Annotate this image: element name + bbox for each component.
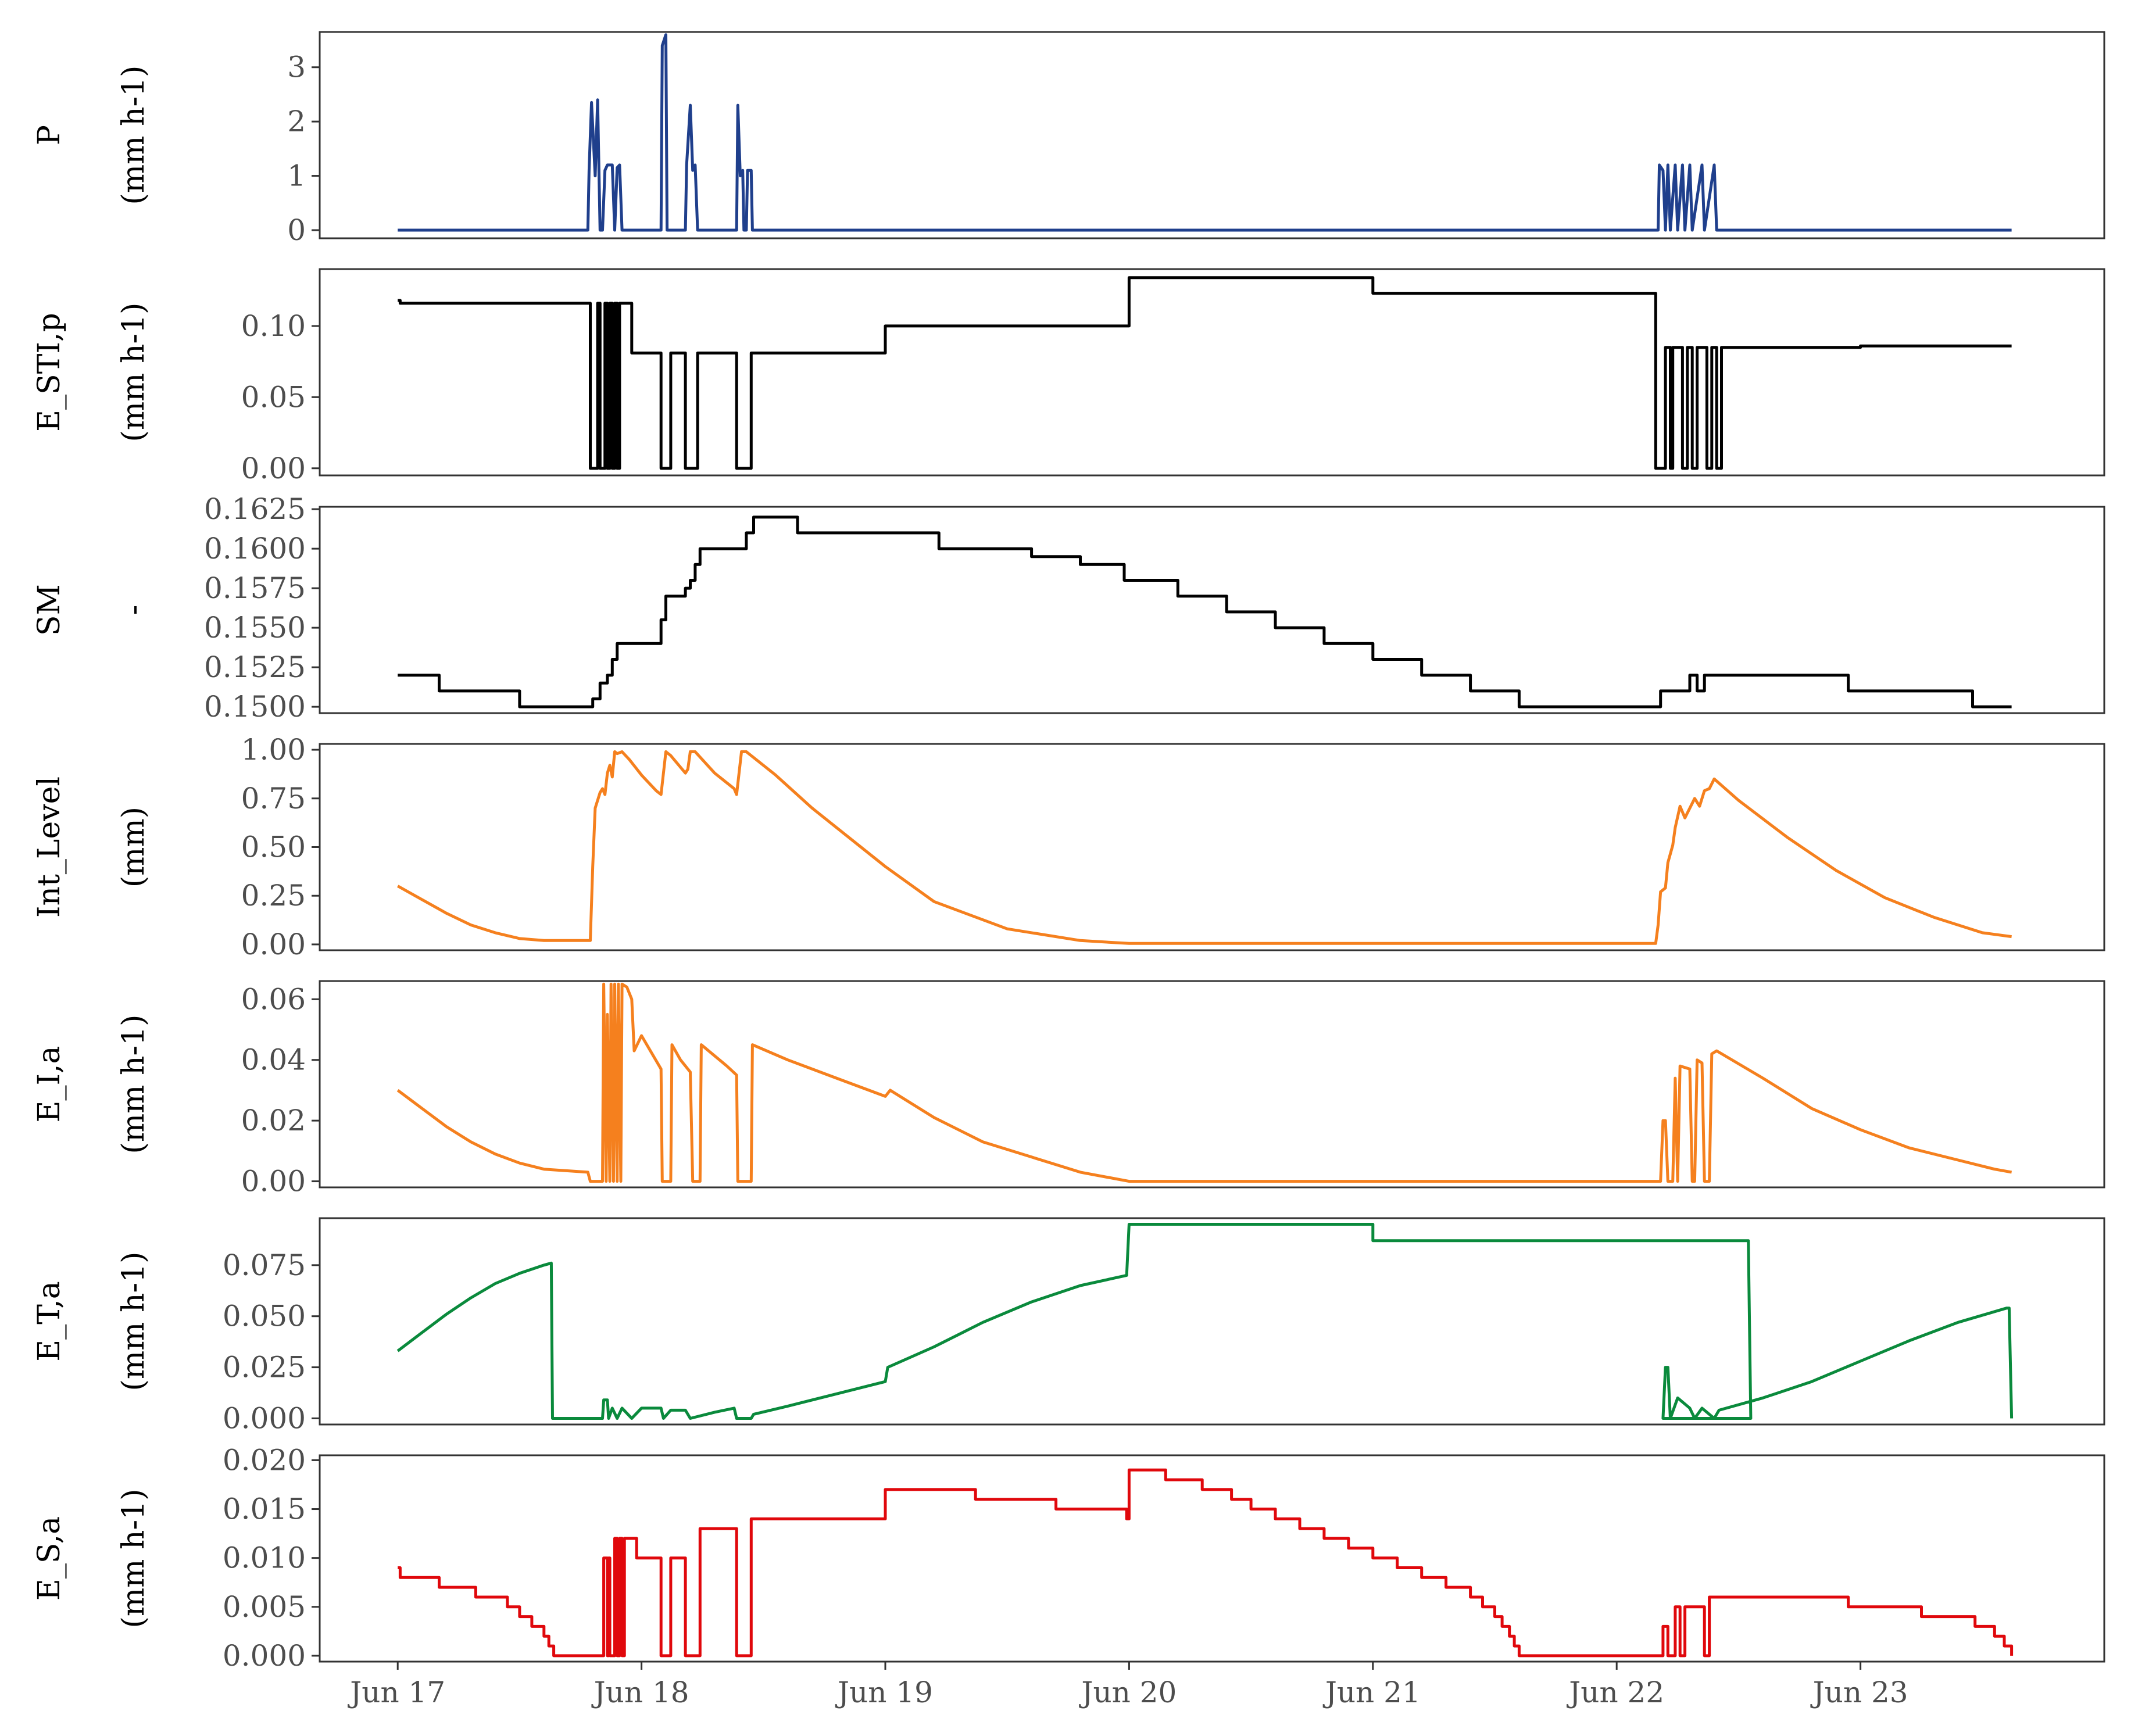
y-tick-label: 0.00 (241, 1165, 306, 1198)
y-tick-label: 0.25 (241, 879, 306, 912)
panel-Int_Level: 0.00 0.25 0.50 0.75 1.00 Int_Level (mm) (32, 733, 2105, 961)
y-tick-label: 0.50 (241, 831, 306, 864)
chart-panels: 0 1 2 3 P (mm h-1) 0.00 0.05 0.10 E_STI,p (mm h-1)… (32, 31, 2105, 1673)
y-tick-label: 3 (287, 51, 306, 84)
y-axis-title-SM: SM (32, 584, 67, 636)
series-line-P (398, 33, 2012, 232)
x-tick-label: Jun 17 (347, 1676, 445, 1709)
y-tick-label: 0.04 (241, 1043, 306, 1077)
series-line-E_STI (398, 276, 2012, 470)
panel-border-P (319, 31, 2105, 239)
x-tick-label: Jun 20 (1078, 1676, 1177, 1709)
y-tick-label: 0.05 (241, 380, 306, 414)
y-tick-label: 0.005 (223, 1590, 306, 1624)
y-tick-label: 1 (287, 159, 306, 193)
y-axis-unit-E_S: (mm h-1) (116, 1489, 151, 1628)
y-tick-label: 0.02 (241, 1104, 306, 1137)
panel-E_T: 0.000 0.025 0.050 0.075 E_T,a (mm h-1) (32, 1217, 2105, 1435)
x-tick-label: Jun 19 (835, 1676, 933, 1709)
y-axis-title-E_STI: E_STI,p (32, 313, 67, 432)
panel-border-E_T (319, 1217, 2105, 1426)
panel-border-Int_Level (319, 743, 2105, 951)
y-axis-unit-P: (mm h-1) (116, 66, 151, 205)
panel-E_S: 0.000 0.005 0.010 0.015 0.020 E_S,a (mm h-1) (32, 1443, 2105, 1673)
panel-E_STI: 0.00 0.05 0.10 E_STI,p (mm h-1) (32, 268, 2105, 485)
y-tick-label: 0.06 (241, 982, 306, 1016)
y-tick-label: 0.075 (223, 1248, 306, 1282)
series-line-E_S (398, 1468, 2014, 1658)
x-tick-label: Jun 22 (1566, 1676, 1664, 1709)
y-tick-label: 1.00 (241, 733, 306, 767)
y-tick-label: 0.10 (241, 309, 306, 343)
panel-border-SM (319, 506, 2105, 714)
y-tick-label: 0.015 (223, 1492, 306, 1526)
y-tick-label: 0.1600 (204, 532, 306, 565)
series-line-E_T (396, 1223, 2014, 1420)
y-tick-label: 0.010 (223, 1541, 306, 1575)
x-tick-label: Jun 18 (591, 1676, 689, 1709)
y-tick-label: 0.75 (241, 782, 306, 815)
series-line-E_I (396, 982, 2012, 1183)
y-tick-label: 0.00 (241, 452, 306, 485)
y-tick-label: 0.020 (223, 1443, 306, 1477)
y-tick-label: 0.000 (223, 1401, 306, 1435)
y-tick-label: 0.1550 (204, 611, 306, 645)
panel-border-E_S (319, 1454, 2105, 1663)
y-axis-title-P: P (32, 125, 67, 145)
panel-SM: 0.1500 0.1525 0.1550 0.1575 0.1600 0.1625 SM - (32, 492, 2105, 724)
y-tick-label: 0.000 (223, 1639, 306, 1673)
y-axis-unit-SM: - (116, 605, 151, 615)
y-axis-unit-Int_Level: (mm) (116, 807, 151, 887)
x-tick-label: Jun 23 (1810, 1676, 1908, 1709)
y-axis-unit-E_STI: (mm h-1) (116, 303, 151, 442)
y-tick-label: 0.1500 (204, 690, 306, 724)
y-axis-title-E_S: E_S,a (32, 1516, 67, 1601)
y-axis-title-E_I: E_I,a (32, 1046, 67, 1122)
y-tick-label: 0.1625 (204, 492, 306, 526)
panel-border-E_I (319, 980, 2105, 1189)
panel-border-E_STI (319, 268, 2105, 477)
y-tick-label: 0 (287, 213, 306, 247)
y-tick-label: 0.00 (241, 928, 306, 961)
y-axis-unit-E_T: (mm h-1) (116, 1252, 151, 1391)
series-line-SM (398, 516, 2012, 708)
y-axis-title-E_T: E_T,a (32, 1281, 67, 1362)
y-tick-label: 0.050 (223, 1300, 306, 1333)
y-tick-label: 0.1575 (204, 571, 306, 605)
y-tick-label: 0.025 (223, 1351, 306, 1384)
y-tick-label: 0.1525 (204, 650, 306, 684)
series-line-Int_Level (396, 750, 2012, 945)
y-tick-label: 2 (287, 105, 306, 138)
y-axis-title-Int_Level: Int_Level (32, 776, 67, 918)
panel-P: 0 1 2 3 P (mm h-1) (32, 31, 2105, 247)
x-axis: Jun 17 Jun 18 Jun 19 Jun 20 Jun 21 Jun 22 Jun … (347, 1662, 1908, 1709)
y-axis-unit-E_I: (mm h-1) (116, 1015, 151, 1154)
x-tick-label: Jun 21 (1322, 1676, 1421, 1709)
panel-E_I: 0.00 0.02 0.04 0.06 E_I,a (mm h-1) (32, 980, 2105, 1198)
